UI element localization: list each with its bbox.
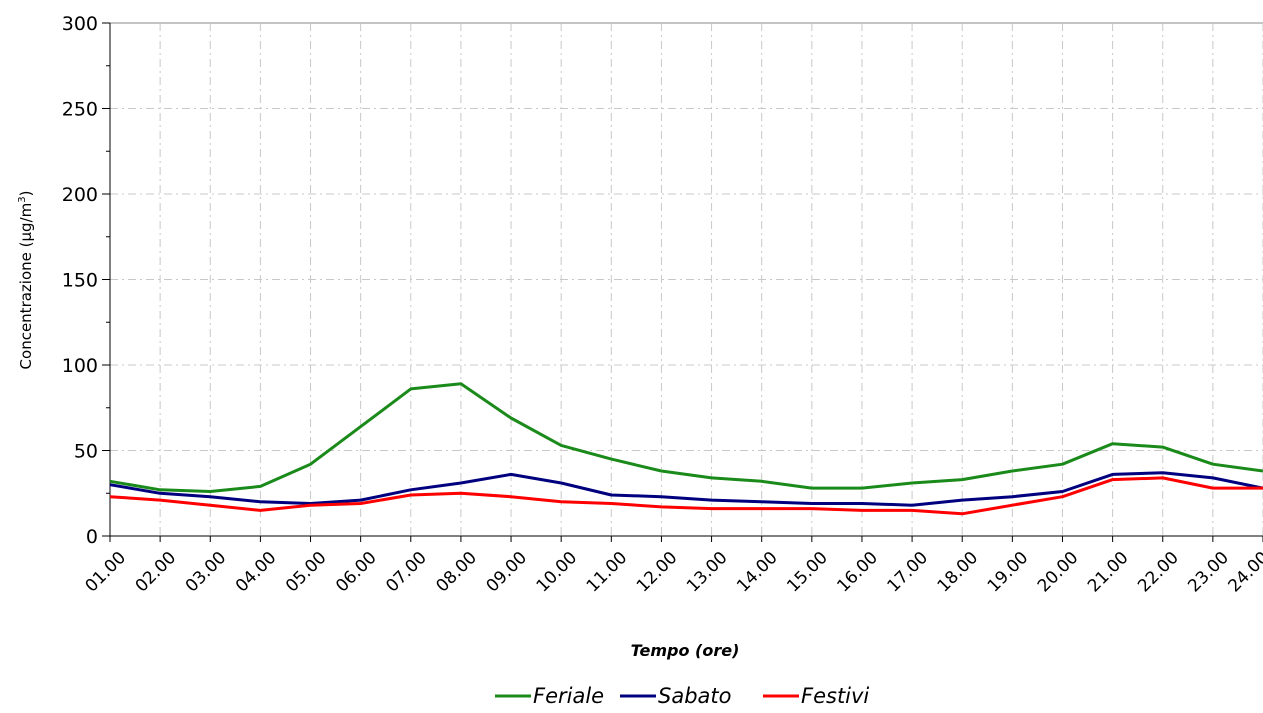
x-tick-label: 16.00 xyxy=(833,548,882,597)
x-tick-label: 21.00 xyxy=(1084,548,1133,597)
legend-label: Feriale xyxy=(533,684,604,708)
x-tick-label: 18.00 xyxy=(934,548,983,597)
x-tick-label: 04.00 xyxy=(232,548,281,597)
x-tick-label: 20.00 xyxy=(1034,548,1083,597)
y-tick-label: 100 xyxy=(62,355,98,377)
x-tick-label: 19.00 xyxy=(984,548,1033,597)
legend-label: Sabato xyxy=(658,684,731,708)
x-tick-label: 11.00 xyxy=(583,548,632,597)
x-tick-label: 03.00 xyxy=(182,548,231,597)
x-tick-label: 08.00 xyxy=(432,548,481,597)
axes xyxy=(102,22,1263,542)
series-line-sabato xyxy=(109,471,1263,507)
series-line-festivi xyxy=(109,476,1263,516)
x-tick-label: 05.00 xyxy=(282,548,331,597)
x-tick-label: 02.00 xyxy=(132,548,181,597)
legend-label: Festivi xyxy=(801,684,869,708)
x-tick-label: 09.00 xyxy=(483,548,532,597)
y-axis-title: Concentrazione (µg/m3) xyxy=(17,191,35,370)
legend: Feriale Sabato Festivi xyxy=(495,684,869,708)
y-tick-label: 250 xyxy=(62,99,98,121)
y-tick-label: 200 xyxy=(62,184,98,206)
x-tick-label: 23.00 xyxy=(1184,548,1233,597)
grid xyxy=(110,22,1263,536)
series-lines xyxy=(109,382,1263,516)
x-tick-label: 01.00 xyxy=(81,548,130,597)
series-line-feriale xyxy=(109,382,1263,493)
y-tick-label: 300 xyxy=(62,13,98,35)
y-tick-label: 0 xyxy=(86,526,98,548)
x-tick-label: 24.00 xyxy=(1224,548,1263,597)
y-tick-label: 150 xyxy=(62,270,98,292)
x-axis-title: Tempo (ore) xyxy=(631,641,740,660)
x-tick-label: 12.00 xyxy=(633,548,682,597)
x-tick-label: 13.00 xyxy=(683,548,732,597)
x-tick-label: 15.00 xyxy=(783,548,832,597)
x-tick-label: 07.00 xyxy=(382,548,431,597)
x-tick-label: 06.00 xyxy=(332,548,381,597)
x-tick-label: 22.00 xyxy=(1134,548,1183,597)
x-tick-label: 10.00 xyxy=(533,548,582,597)
x-tick-label: 17.00 xyxy=(884,548,933,597)
x-tick-label: 14.00 xyxy=(733,548,782,597)
y-tick-label: 50 xyxy=(74,441,98,463)
